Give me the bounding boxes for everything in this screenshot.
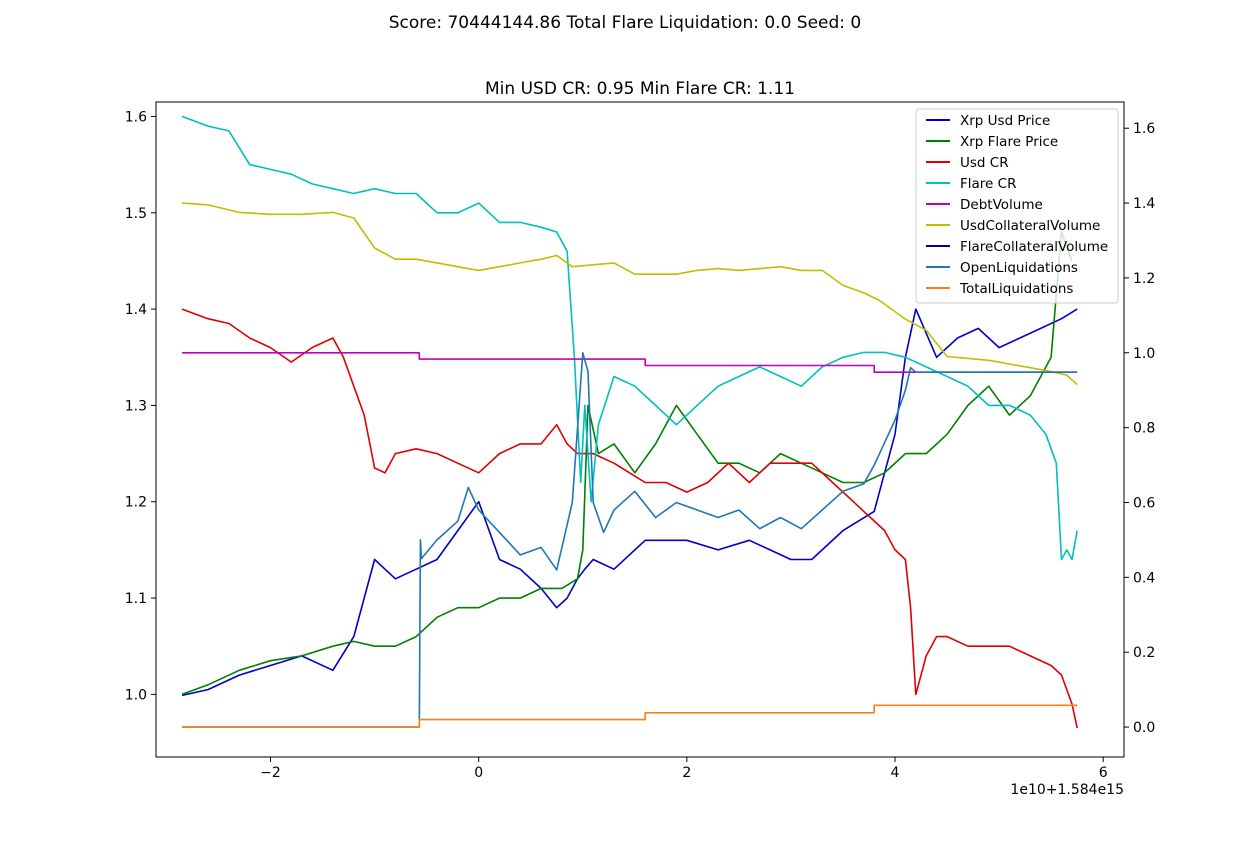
legend-label: DebtVolume xyxy=(960,197,1043,213)
y-axis-left: 1.0 1.1 1.2 1.3 1.4 1.5 1.6 xyxy=(125,109,156,703)
series-line-3 xyxy=(181,115,1078,561)
legend-label: Usd CR xyxy=(960,155,1009,171)
x-tick-label: 4 xyxy=(891,765,900,781)
legend-label: UsdCollateralVolume xyxy=(960,218,1100,234)
series-line-7 xyxy=(182,351,1078,728)
legend-label: FlareCollateralVolume xyxy=(960,239,1108,255)
y-right-tick-label: 0.0 xyxy=(1133,720,1155,736)
legend: Xrp Usd Price Xrp Flare Price Usd CR Flare … xyxy=(915,108,1119,304)
y-right-tick-label: 1.0 xyxy=(1133,346,1155,362)
legend-label: TotalLiquidations xyxy=(959,281,1073,297)
y-left-tick-label: 1.1 xyxy=(125,591,147,607)
y-right-tick-label: 1.6 xyxy=(1133,121,1155,137)
x-axis: −2 0 2 4 6 xyxy=(260,757,1108,781)
legend-label: Xrp Flare Price xyxy=(960,134,1058,150)
y-right-tick-label: 0.8 xyxy=(1133,421,1155,437)
y-right-tick-label: 1.4 xyxy=(1133,196,1155,212)
series-line-5 xyxy=(181,202,1078,386)
y-axis-right: 0.0 0.2 0.4 0.6 0.8 1.0 1.2 1.4 1.6 xyxy=(1124,121,1155,736)
x-tick-label: 6 xyxy=(1099,765,1108,781)
figure-suptitle: Score: 70444144.86 Total Flare Liquidati… xyxy=(388,13,862,33)
series-line-1 xyxy=(181,231,1073,696)
x-tick-label: 0 xyxy=(474,765,483,781)
y-left-tick-label: 1.4 xyxy=(125,302,147,318)
series-layer xyxy=(181,115,1078,729)
plot-frame xyxy=(155,101,1125,758)
series-line-4 xyxy=(182,351,1078,374)
x-tick-label: 2 xyxy=(682,765,691,781)
legend-label: OpenLiquidations xyxy=(960,260,1078,276)
legend-label: Flare CR xyxy=(960,176,1016,192)
series-line-2 xyxy=(181,308,1078,729)
series-line-8 xyxy=(182,704,1078,728)
x-offset-text: 1e10+1.584e15 xyxy=(1010,782,1124,798)
legend-label: Xrp Usd Price xyxy=(960,113,1050,129)
y-right-tick-label: 0.4 xyxy=(1133,570,1155,586)
chart-title: Min USD CR: 0.95 Min Flare CR: 1.11 xyxy=(485,79,795,99)
y-left-tick-label: 1.2 xyxy=(125,495,147,511)
y-right-tick-label: 0.6 xyxy=(1133,495,1155,511)
y-left-tick-label: 1.3 xyxy=(125,398,147,414)
y-right-tick-label: 1.2 xyxy=(1133,271,1155,287)
y-right-tick-label: 0.2 xyxy=(1133,645,1155,661)
y-left-tick-label: 1.0 xyxy=(125,687,147,703)
legend-box xyxy=(915,108,1119,304)
y-left-tick-label: 1.6 xyxy=(125,109,147,125)
series-line-0 xyxy=(181,308,1078,697)
x-tick-label: −2 xyxy=(260,765,281,781)
y-left-tick-label: 1.5 xyxy=(125,206,147,222)
